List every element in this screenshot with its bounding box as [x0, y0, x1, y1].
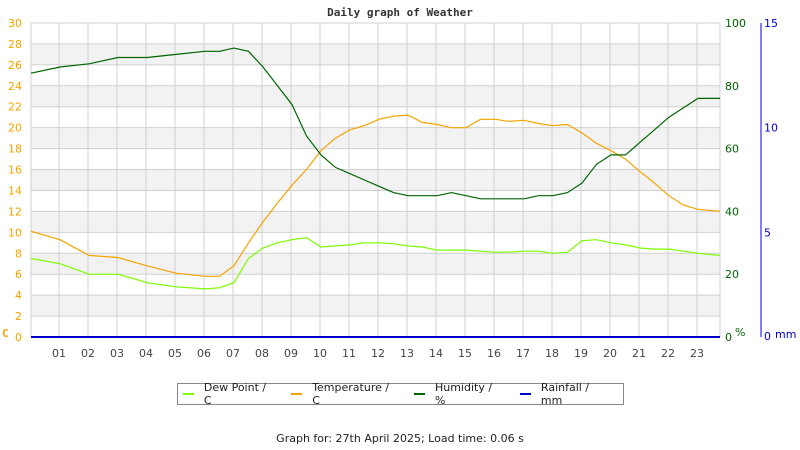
series-lines	[30, 47, 721, 338]
x-tick-label: 16	[487, 347, 501, 360]
legend-label: Dew Point / C	[203, 381, 267, 407]
x-tick-label: 01	[52, 347, 66, 360]
left-tick-label: 4	[15, 289, 22, 302]
x-tick-label: 19	[574, 347, 588, 360]
left-tick-label: 10	[8, 226, 22, 239]
legend-label: Rainfall / mm	[540, 381, 590, 407]
svg-text:mm: mm	[775, 328, 796, 341]
left-tick-label: 28	[8, 38, 22, 51]
legend-item-dew-point: Dew Point / C	[183, 381, 276, 407]
x-tick-label: 04	[139, 347, 153, 360]
left-tick-label: 18	[8, 143, 22, 156]
left-tick-label: 20	[8, 122, 22, 135]
left-tick-label: 0	[15, 331, 22, 344]
x-tick-label: 14	[429, 347, 443, 360]
dew-point-line	[30, 236, 721, 290]
left-tick-label: 14	[8, 184, 22, 197]
rain-axis: 0 5 10 15 mm	[760, 17, 796, 343]
plot-bands	[31, 43, 720, 317]
right-tick-label: 20	[725, 268, 739, 281]
chart-title: Daily graph of Weather	[327, 6, 473, 19]
right-tick-label: 0	[725, 331, 732, 344]
temperature-line	[30, 114, 721, 277]
x-tick-label: 03	[110, 347, 124, 360]
legend: Dew Point / C Temperature / C Humidity /…	[177, 381, 624, 407]
x-tick-label: 10	[313, 347, 327, 360]
x-tick-label: 11	[342, 347, 356, 360]
legend-item-humidity: Humidity / %	[414, 381, 505, 407]
left-tick-label: 6	[15, 268, 22, 281]
rain-tick-label: 0	[764, 330, 771, 343]
x-tick-label: 07	[226, 347, 240, 360]
right-tick-label: 100	[725, 17, 746, 30]
left-tick-label: 2	[15, 310, 22, 323]
x-tick-label: 15	[458, 347, 472, 360]
svg-text:C: C	[2, 327, 9, 340]
right-tick-label: 80	[725, 80, 739, 93]
x-tick-label: 06	[197, 347, 211, 360]
legend-label: Temperature / C	[312, 381, 390, 407]
svg-text:%: %	[735, 326, 745, 339]
left-tick-label: 26	[8, 59, 22, 72]
legend-item-rainfall: Rainfall / mm	[520, 381, 613, 407]
x-tick-label: 12	[371, 347, 385, 360]
right-axis-ticks: 0 20 40 60 80 100%	[725, 17, 746, 344]
x-tick-label: 05	[168, 347, 182, 360]
rain-tick-label: 10	[764, 122, 778, 135]
rainfall-swatch-icon	[520, 393, 531, 395]
x-tick-label: 17	[516, 347, 530, 360]
left-tick-label: 22	[8, 101, 22, 114]
x-tick-label: 21	[632, 347, 646, 360]
rain-tick-label: 5	[764, 226, 771, 239]
rain-tick-label: 15	[764, 17, 778, 30]
x-tick-label: 02	[81, 347, 95, 360]
legend-item-temperature: Temperature / C	[291, 381, 399, 407]
x-tick-label: 18	[545, 347, 559, 360]
humidity-swatch-icon	[414, 393, 425, 395]
left-tick-label: 24	[8, 80, 22, 93]
dew-point-swatch-icon	[183, 393, 194, 395]
x-axis-ticks: 01 02 03 04 05 06 07 08 09 10 11 12 13 14 15 16 17 18 19 20…	[52, 347, 704, 360]
graph-footer: Graph for: 27th April 2025; Load time: 0…	[276, 432, 524, 445]
left-tick-label: 16	[8, 164, 22, 177]
x-tick-label: 09	[284, 347, 298, 360]
left-tick-label: 30	[8, 17, 22, 30]
x-tick-label: 08	[255, 347, 269, 360]
x-tick-label: 20	[603, 347, 617, 360]
x-tick-label: 23	[690, 347, 704, 360]
humidity-line	[30, 47, 720, 200]
right-tick-label: 60	[725, 143, 739, 156]
x-tick-label: 22	[661, 347, 675, 360]
left-tick-label: 8	[15, 247, 22, 260]
left-tick-label: 12	[8, 205, 22, 218]
x-tick-label: 13	[400, 347, 414, 360]
legend-label: Humidity / %	[434, 381, 493, 407]
right-tick-label: 40	[725, 205, 739, 218]
temperature-swatch-icon	[291, 393, 303, 395]
